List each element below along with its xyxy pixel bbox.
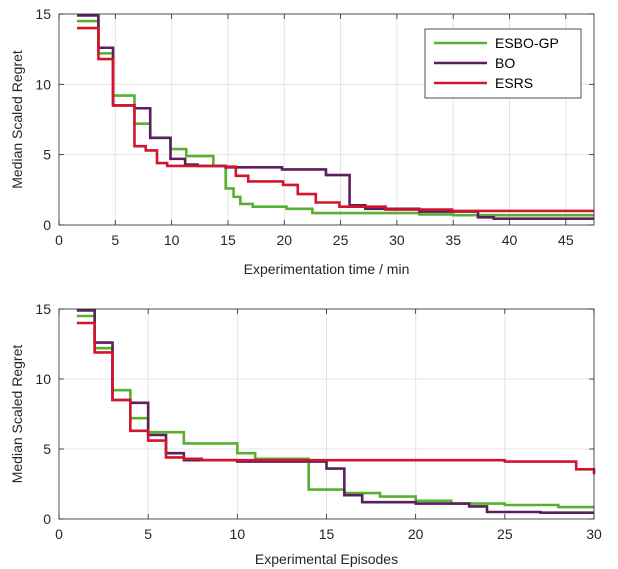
legend-label-esbo-gp: ESBO-GP	[495, 35, 559, 51]
y-tick-label: 10	[35, 76, 51, 92]
y-tick-label: 15	[35, 301, 51, 317]
legend-label-bo: BO	[495, 55, 515, 71]
x-tick-label: 20	[408, 526, 424, 542]
x-tick-label: 10	[164, 232, 180, 248]
x-tick-label: 5	[111, 232, 119, 248]
y-tick-label: 0	[43, 217, 51, 233]
x-axis-label: Experimentation time / min	[244, 261, 410, 277]
x-tick-label: 10	[230, 526, 246, 542]
x-tick-label: 45	[558, 232, 574, 248]
x-tick-label: 30	[389, 232, 405, 248]
legend: ESBO-GP BO ESRS	[424, 28, 582, 99]
x-tick-label: 5	[144, 526, 152, 542]
y-tick-label: 0	[43, 511, 51, 527]
y-tick-label: 5	[43, 441, 51, 457]
x-tick-label: 25	[497, 526, 513, 542]
x-tick-label: 0	[55, 526, 63, 542]
legend-label-esrs: ESRS	[495, 75, 533, 91]
x-tick-label: 40	[502, 232, 518, 248]
x-tick-label: 15	[220, 232, 236, 248]
axes-box	[58, 13, 595, 226]
x-tick-label: 20	[276, 232, 292, 248]
y-tick-label: 5	[43, 147, 51, 163]
x-tick-label: 0	[55, 232, 63, 248]
x-tick-label: 15	[319, 526, 335, 542]
x-tick-label: 35	[445, 232, 461, 248]
y-axis-label: Median Scaled Regret	[9, 345, 25, 484]
top-chart-panel: 0 5 10 15 20 25 30 35 40 45 0 5 10 15 Experimentation …	[9, 6, 595, 277]
x-axis-label: Experimental Episodes	[255, 551, 398, 567]
bottom-chart-panel: 0 5 10 15 20 25 30 0 5 10 15 Experimental Episodes M…	[9, 301, 602, 567]
y-tick-label: 15	[35, 6, 51, 22]
series-line-esrs	[77, 26, 594, 213]
x-tick-label: 25	[333, 232, 349, 248]
y-axis-label: Median Scaled Regret	[9, 50, 25, 189]
x-tick-label: 30	[586, 526, 602, 542]
y-tick-label: 10	[35, 371, 51, 387]
series-line-esrs	[76, 321, 596, 475]
